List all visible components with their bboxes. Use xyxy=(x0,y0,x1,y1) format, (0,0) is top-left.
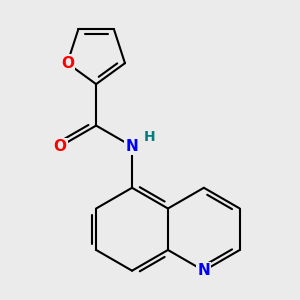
Text: O: O xyxy=(54,139,67,154)
Text: N: N xyxy=(126,139,138,154)
Text: H: H xyxy=(144,130,155,144)
Text: N: N xyxy=(197,263,210,278)
Text: O: O xyxy=(61,56,74,71)
